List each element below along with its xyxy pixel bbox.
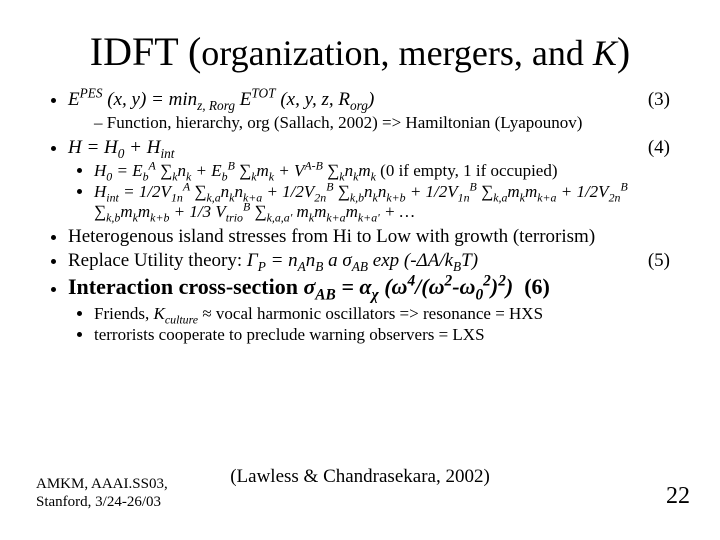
bullet-h0: H0 = EbA ∑knk + EbB ∑kmk + VA-B ∑knkmk (…: [94, 161, 680, 181]
bullet-list: EPES (x, y) = minz, Rorg ETOT (x, y, z, …: [40, 89, 680, 300]
bullet-friends: Friends, Kculture ≈ vocal harmonic oscil…: [94, 304, 680, 324]
footer-venue-line1: AMKM, AAAI.SS03,: [36, 476, 168, 492]
sub-list-2: H0 = EbA ∑knk + EbB ∑kmk + VA-B ∑knkmk (…: [68, 161, 680, 222]
slide-title: IDFT (organization, mergers, and K): [40, 28, 680, 75]
bullet-utility: Replace Utility theory: ΓP = nAnB a σAB …: [68, 250, 680, 272]
bullet-interaction: Interaction cross-section σAB = αχ (ω4/(…: [68, 274, 680, 300]
bullet-terrorists: terrorists cooperate to preclude warning…: [94, 325, 680, 345]
page-number: 22: [666, 483, 690, 510]
slide: IDFT (organization, mergers, and K) EPES…: [0, 0, 720, 540]
sub-list-1: Function, hierarchy, org (Sallach, 2002)…: [68, 113, 680, 133]
bullet-hamiltonian: H = H0 + Hint(4): [68, 137, 680, 159]
footer-venue-line2: Stanford, 3/24-26/03: [36, 494, 161, 510]
bullet-hint: Hint = 1/2V1nA ∑k,anknk+a + 1/2V2nB ∑k,b…: [94, 182, 680, 222]
sub-list-3: Friends, Kculture ≈ vocal harmonic oscil…: [40, 304, 680, 345]
bullet-function-hierarchy: Function, hierarchy, org (Sallach, 2002)…: [94, 113, 680, 133]
bullet-epes: EPES (x, y) = minz, Rorg ETOT (x, y, z, …: [68, 89, 680, 111]
bullet-heterogenous: Heterogenous island stresses from Hi to …: [68, 226, 680, 248]
footer-venue: AMKM, AAAI.SS03, Stanford, 3/24-26/03: [36, 475, 168, 513]
